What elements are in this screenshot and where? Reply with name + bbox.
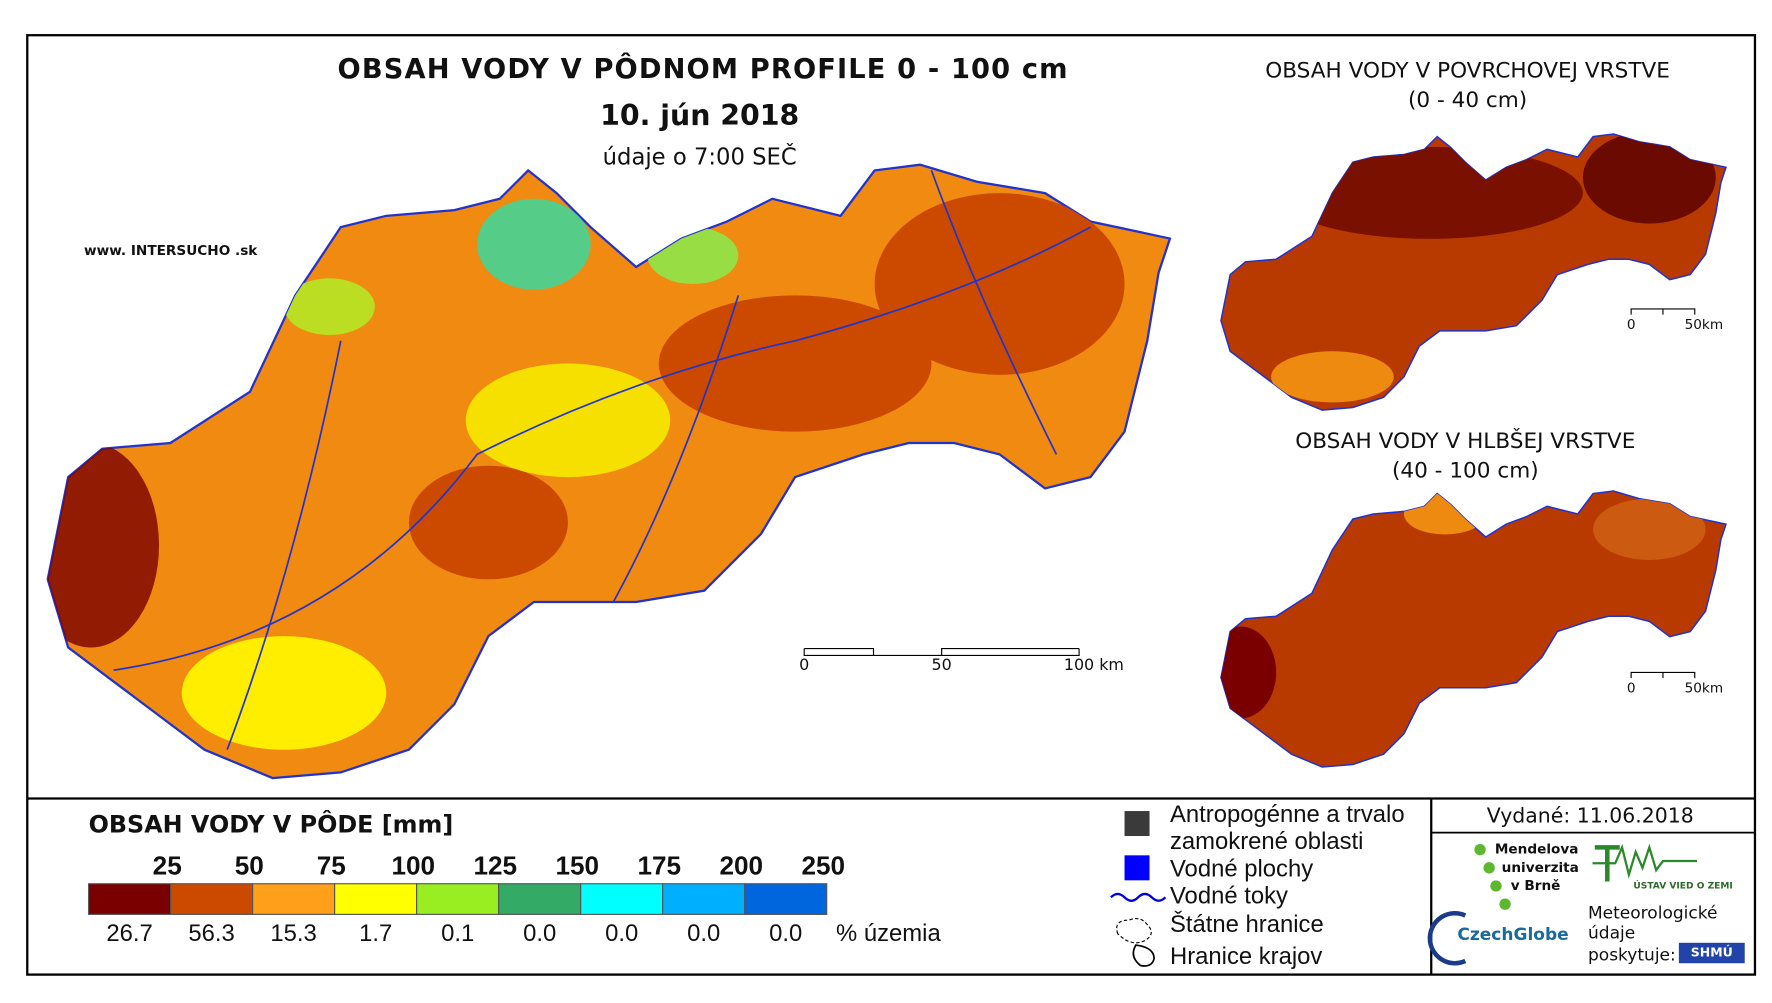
legend-cell: [662, 883, 746, 915]
legend-cell: [170, 883, 254, 915]
logo-text: poskytuje:: [1588, 945, 1676, 965]
scale-label: 50km: [1685, 317, 1724, 333]
mendel-logo: [1474, 843, 1511, 910]
legend-cell: [498, 883, 582, 915]
layer-label: Vodné toky: [1170, 883, 1288, 910]
scale-label: 0: [1627, 317, 1636, 333]
main-scalebar: [803, 648, 1080, 656]
border-icon: [1116, 918, 1152, 944]
frame: [26, 34, 1757, 976]
urban-icon: [1124, 811, 1150, 837]
map-subtitle: (40 - 100 cm): [1392, 458, 1539, 483]
legend-threshold: 125: [473, 851, 517, 881]
legend-share: 0.0: [687, 920, 720, 947]
legend-share: 0.0: [605, 920, 638, 947]
website: www. INTERSUCHO .sk: [84, 243, 258, 259]
uvz-logo: [1594, 845, 1620, 882]
layer-label: zamokrené oblasti: [1170, 828, 1364, 855]
layer-label: Antropogénne a trvalo: [1170, 801, 1405, 828]
legend-share: 1.7: [359, 920, 392, 947]
logo-text: ÚSTAV VIED O ZEMI: [1633, 880, 1732, 892]
map-date: 10. jún 2018: [600, 99, 799, 132]
uvz-logo: [1592, 843, 1698, 879]
scalebar: [1630, 308, 1696, 315]
legend: 25 50 75 100 125 150 175 200 250 26.7 56.3 15.3 1.7 0…: [88, 851, 846, 947]
logo-text: Mendelova: [1495, 842, 1579, 858]
layer-label: Hranice krajov: [1170, 943, 1322, 970]
scalebar: [1630, 671, 1696, 679]
legend-share: 26.7: [106, 920, 152, 947]
map-subtitle: (0 - 40 cm): [1408, 88, 1527, 113]
legend-share: 56.3: [188, 920, 234, 947]
main-map: [46, 163, 1172, 780]
legend-cell: [416, 883, 500, 915]
legend-share: 0.1: [441, 920, 474, 947]
scale-label: 0: [799, 655, 809, 674]
legend-threshold: 75: [317, 851, 346, 881]
legend-threshold: 175: [637, 851, 681, 881]
legend-unit: % územia: [836, 920, 941, 947]
legend-threshold: 50: [235, 851, 264, 881]
legend-cell: [88, 883, 172, 915]
region-icon: [1132, 944, 1155, 967]
czechglobe-arc: [1427, 911, 1467, 966]
issued: Vydané: 11.06.2018: [1487, 804, 1694, 828]
legend-cell: [744, 883, 828, 915]
logo-text: Meteorologické: [1588, 903, 1717, 923]
legend-threshold: 150: [555, 851, 599, 881]
logo-text: údaje: [1588, 924, 1635, 944]
map-title: OBSAH VODY V PÔDNOM PROFILE 0 - 100 cm: [338, 53, 1069, 85]
logo-text: CzechGlobe: [1457, 925, 1568, 945]
river-icon: [1110, 892, 1167, 902]
shmu-logo: [1678, 942, 1745, 964]
legend-cell: [334, 883, 418, 915]
layer-label: Štátne hranice: [1170, 910, 1324, 938]
surface-map: [1220, 133, 1727, 411]
legend-title: OBSAH VODY V PÔDE [mm]: [89, 810, 454, 838]
legend-share: 15.3: [270, 920, 316, 947]
legend-share: 0.0: [769, 920, 802, 947]
legend-threshold: 250: [802, 851, 846, 881]
legend-cell: [252, 883, 336, 915]
water-icon: [1124, 855, 1150, 881]
map-title: OBSAH VODY V POVRCHOVEJ VRSTVE: [1265, 59, 1670, 84]
legend-threshold: 100: [391, 851, 435, 881]
scale-label: 50: [932, 655, 952, 674]
logo-text: SHMÚ: [1691, 945, 1733, 960]
legend-threshold: 200: [720, 851, 764, 881]
scale-label: 50km: [1685, 680, 1724, 696]
deep-map: [1220, 490, 1727, 768]
scale-label: 100 km: [1064, 655, 1124, 674]
logo-text: univerzita: [1502, 860, 1579, 876]
legend-share: 0.0: [523, 920, 556, 947]
legend-cell: [580, 883, 664, 915]
map-title: OBSAH VODY V HLBŠEJ VRSTVE: [1295, 428, 1635, 454]
legend-threshold: 25: [153, 851, 182, 881]
logo-text: v Brně: [1511, 878, 1561, 894]
time-note: údaje o 7:00 SEČ: [603, 142, 797, 170]
scale-label: 0: [1627, 680, 1636, 696]
layer-label: Vodné plochy: [1170, 855, 1313, 882]
